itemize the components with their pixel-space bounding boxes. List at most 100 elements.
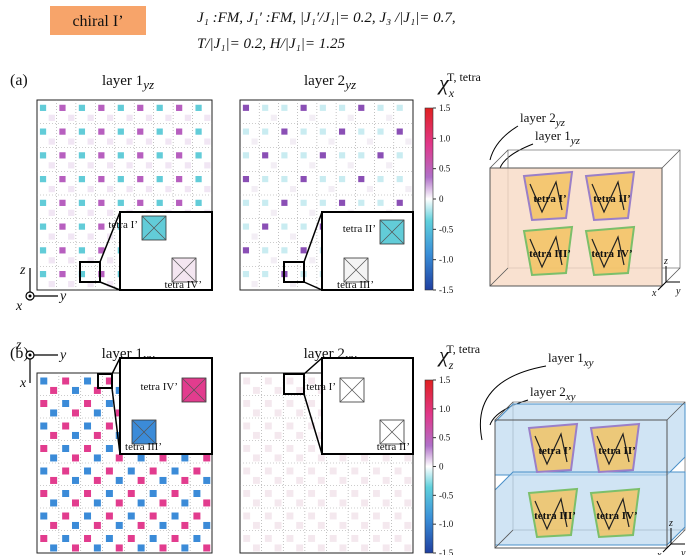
heatmap-cell	[93, 409, 101, 417]
heatmap-cell	[127, 467, 135, 475]
heatmap-cell	[195, 104, 202, 111]
heatmap-cell	[405, 185, 412, 193]
heatmap-cell	[137, 104, 144, 111]
heatmap-cell	[204, 114, 211, 121]
heatmap-cell	[264, 422, 272, 430]
layer-subscript: yz	[141, 77, 154, 92]
heatmap-cell	[296, 409, 304, 417]
colorbar-tick-label: 1.0	[439, 404, 451, 414]
heatmap-cell	[78, 176, 86, 183]
heatmap-cell	[171, 490, 179, 497]
heatmap-cell	[339, 476, 347, 484]
heatmap-cell	[252, 521, 260, 529]
heatmap-cell	[176, 176, 183, 183]
heatmap-cell	[270, 162, 277, 169]
tetra-frame	[522, 225, 574, 277]
heatmap-cell	[203, 544, 211, 552]
colorbar	[424, 107, 434, 291]
tetra-label: tetra II’	[593, 193, 631, 205]
colorbar-label: χz T, tetra	[437, 342, 481, 372]
heatmap-cell	[93, 499, 101, 507]
heatmap-cell	[300, 176, 307, 183]
tetra-path	[534, 432, 568, 466]
heatmap-cell	[309, 209, 316, 216]
heatmap-cell	[347, 162, 354, 169]
heatmap-cell	[289, 138, 297, 145]
heatmap-cell	[319, 152, 326, 159]
heatmap-cell	[62, 512, 70, 520]
heatmap-cell	[338, 104, 346, 111]
heatmap-cell	[59, 199, 66, 206]
heatmap-cell	[40, 535, 48, 542]
heatmap-cell	[137, 199, 144, 206]
heatmap-cell	[137, 521, 145, 529]
heatmap-cell	[339, 521, 347, 529]
heatmap-cell	[377, 152, 384, 159]
heatmap-cell	[50, 454, 58, 462]
layer-title: layer 2yz	[520, 110, 566, 129]
heatmap-cell	[339, 454, 347, 462]
heatmap-cell	[48, 162, 55, 169]
layer-subscript: xy	[565, 391, 576, 403]
heatmap-cell	[117, 199, 124, 206]
heatmap-cell	[274, 409, 282, 417]
inset	[119, 211, 213, 291]
heatmap-cell	[262, 176, 269, 183]
colorbar-tick-label: -0.5	[439, 224, 454, 234]
tetra-label: tetra III’	[534, 510, 576, 522]
heatmap-cell	[358, 128, 365, 135]
heatmap-cell	[366, 138, 374, 145]
heatmap-cell	[107, 280, 114, 288]
heatmap-cell	[39, 104, 47, 111]
heatmap-cell	[317, 521, 325, 529]
heatmap-cell	[62, 377, 70, 385]
heatmap-cell	[87, 162, 94, 169]
tetra-label: tetra III’	[529, 248, 571, 260]
heatmap-cell	[84, 512, 92, 520]
heatmap-cell	[289, 280, 297, 288]
heatmap-cell	[281, 104, 288, 111]
heatmap-cell	[281, 176, 288, 183]
colorbar-tick-label: -0.5	[439, 490, 454, 500]
heatmap-cell	[264, 445, 272, 452]
heatmap-cell	[117, 104, 124, 111]
heatmap-cell	[62, 445, 70, 452]
heatmap-cell	[204, 162, 211, 169]
heatmap-cell	[107, 138, 114, 145]
heatmap-cell	[281, 152, 288, 159]
layer-title: layer 2xy	[530, 384, 576, 403]
heatmap-cell	[204, 185, 211, 193]
heatmap-cell	[50, 544, 58, 552]
heatmap-cell	[203, 499, 211, 507]
heatmap-cell	[251, 280, 258, 288]
heatmap-cell	[404, 454, 412, 462]
heatmap-cell	[87, 114, 94, 121]
subscript: z	[448, 358, 454, 372]
heatmap-cell	[377, 128, 384, 135]
heatmap-cell	[317, 454, 325, 462]
heatmap-cell	[48, 114, 55, 121]
heatmap-cell	[137, 544, 145, 552]
heatmap-cell	[149, 490, 157, 497]
heatmap-cell	[296, 476, 304, 484]
heatmap-cell	[308, 467, 316, 475]
heatmap-cell	[176, 128, 183, 135]
heatmap-cell	[262, 247, 269, 254]
heatmap-cell	[281, 128, 288, 135]
heatmap-cell	[149, 467, 157, 475]
heatmap-cell	[93, 521, 101, 529]
heatmap-cell	[296, 431, 304, 439]
heatmap-cell	[296, 386, 304, 394]
heatmap-cell	[264, 490, 272, 497]
heatmap-cell	[329, 490, 337, 497]
heatmap-cell	[72, 409, 79, 417]
tetra-edge	[379, 219, 405, 245]
tetra-path	[591, 180, 625, 214]
tetra-label: tetra II’	[598, 445, 636, 457]
tetra-frame	[522, 170, 574, 222]
heatmap-cell	[361, 454, 369, 462]
heatmap-cell	[171, 535, 179, 542]
zoom-source	[283, 373, 305, 395]
heatmap-cell	[339, 544, 347, 552]
heatmap-cell	[181, 476, 189, 484]
